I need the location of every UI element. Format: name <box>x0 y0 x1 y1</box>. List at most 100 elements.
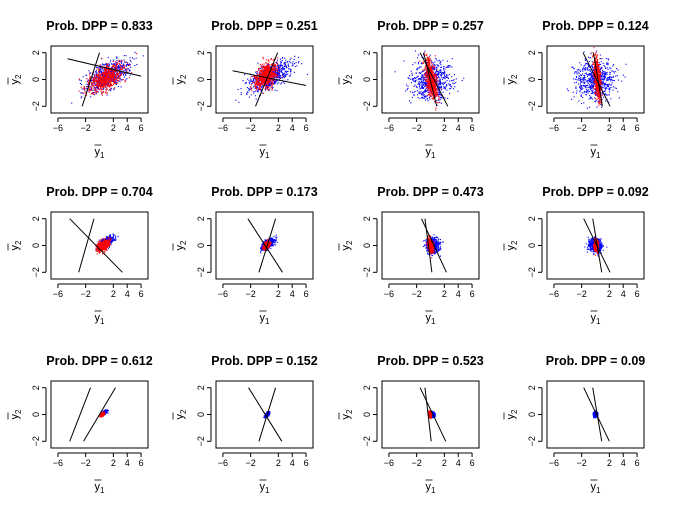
blue-point <box>103 69 105 71</box>
red-point <box>99 74 101 76</box>
blue-point <box>428 92 430 94</box>
red-point <box>429 95 431 97</box>
blue-point <box>588 106 590 108</box>
blue-point <box>281 73 284 75</box>
red-point <box>111 67 113 69</box>
blue-point <box>418 78 420 80</box>
blue-point <box>437 92 439 94</box>
red-point <box>427 75 429 77</box>
blue-point <box>591 67 594 69</box>
blue-point <box>567 90 569 92</box>
red-point <box>431 85 433 87</box>
red-point <box>426 84 428 86</box>
blue-point <box>425 87 427 90</box>
blue-point <box>603 71 605 73</box>
red-point <box>265 68 267 70</box>
x-tick-label: 4 <box>456 123 461 133</box>
red-point <box>265 83 267 86</box>
blue-point <box>445 74 448 76</box>
red-point <box>435 78 437 81</box>
blue-point <box>580 80 582 82</box>
red-point <box>106 83 108 85</box>
red-point <box>430 66 433 69</box>
blue-point <box>278 74 280 76</box>
blue-point <box>587 78 589 80</box>
red-point <box>263 69 265 71</box>
blue-point <box>273 82 275 84</box>
red-point <box>255 86 257 88</box>
red-point <box>273 69 275 71</box>
red-point <box>95 79 98 81</box>
red-point <box>267 80 269 82</box>
red-point <box>429 76 431 78</box>
red-point <box>104 86 106 88</box>
red-point <box>431 82 433 84</box>
red-point <box>96 81 98 83</box>
blue-point <box>582 96 584 99</box>
blue-point <box>577 71 579 73</box>
blue-point <box>573 72 576 74</box>
blue-point <box>572 91 574 93</box>
blue-point <box>594 100 596 103</box>
red-point <box>98 70 100 72</box>
blue-point <box>574 82 576 84</box>
blue-point <box>266 84 269 86</box>
blue-point <box>273 81 276 83</box>
blue-point <box>603 83 605 85</box>
blue-point <box>589 87 591 89</box>
red-point <box>430 80 432 82</box>
red-point <box>261 67 263 69</box>
blue-point <box>117 66 120 68</box>
red-point <box>596 94 598 96</box>
red-point <box>100 90 102 92</box>
blue-point <box>457 90 459 92</box>
red-point <box>92 83 94 85</box>
red-point <box>103 86 105 88</box>
red-point <box>261 74 263 76</box>
red-point <box>105 76 107 78</box>
blue-point <box>625 63 627 65</box>
blue-point <box>421 85 423 87</box>
red-point <box>105 70 108 72</box>
blue-point <box>445 86 447 88</box>
blue-point <box>600 76 602 78</box>
red-point <box>95 89 97 91</box>
red-point <box>108 86 110 88</box>
red-point <box>91 87 93 89</box>
blue-point <box>580 103 582 105</box>
blue-point <box>417 63 419 65</box>
red-point <box>118 60 120 62</box>
red-point <box>593 75 595 77</box>
red-point <box>269 80 271 82</box>
blue-point <box>411 74 413 76</box>
red-point <box>256 77 258 79</box>
red-point <box>267 68 269 70</box>
blue-point <box>593 83 595 85</box>
blue-point <box>276 72 278 74</box>
blue-point <box>265 83 267 85</box>
blue-point <box>121 79 123 81</box>
red-point <box>266 73 268 75</box>
blue-point <box>455 81 457 84</box>
red-point <box>258 80 260 82</box>
red-point <box>262 80 264 82</box>
red-point <box>262 78 264 80</box>
blue-point <box>421 80 423 82</box>
red-point <box>431 71 433 73</box>
blue-point <box>123 70 125 72</box>
red-point <box>432 84 434 86</box>
blue-point <box>589 69 591 71</box>
red-point <box>596 68 598 70</box>
red-point <box>434 88 436 90</box>
plot-frame <box>50 45 149 114</box>
blue-point <box>290 69 292 71</box>
blue-point <box>85 86 87 88</box>
blue-point <box>269 82 271 84</box>
red-point <box>101 92 103 94</box>
red-point <box>262 65 265 67</box>
blue-point <box>107 76 109 78</box>
blue-point <box>93 94 95 96</box>
red-point <box>115 63 117 65</box>
red-point <box>113 82 115 84</box>
red-point <box>260 71 262 73</box>
